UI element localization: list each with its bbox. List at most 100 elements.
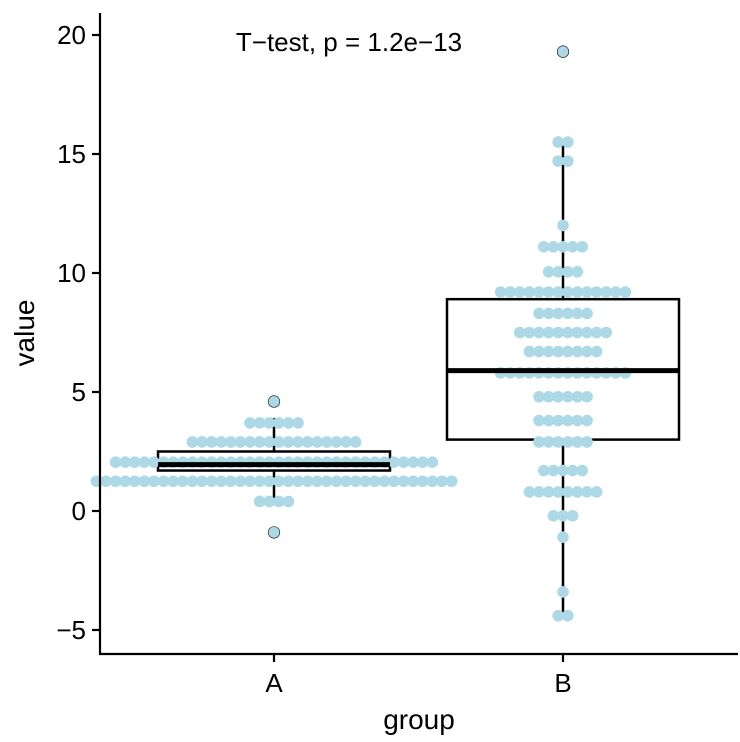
data-dot bbox=[253, 495, 266, 508]
y-tick-label: 0 bbox=[72, 496, 86, 526]
data-dot bbox=[557, 241, 569, 253]
data-dot bbox=[407, 475, 420, 488]
data-dot bbox=[263, 495, 276, 508]
data-dot bbox=[552, 326, 564, 339]
data-dot bbox=[263, 417, 276, 429]
data-dot bbox=[253, 475, 266, 488]
data-dot bbox=[225, 475, 237, 488]
data-dot bbox=[263, 475, 276, 488]
data-dot bbox=[590, 286, 603, 298]
data-dot bbox=[538, 464, 550, 477]
data-dot bbox=[282, 475, 295, 488]
data-dot bbox=[576, 241, 588, 253]
t-test-annotation: T−test, p = 1.2e−13 bbox=[236, 27, 462, 57]
data-dot bbox=[533, 345, 545, 358]
data-dot bbox=[542, 486, 555, 498]
data-dot bbox=[129, 456, 141, 469]
data-dot bbox=[552, 486, 564, 498]
data-dot bbox=[301, 436, 314, 448]
data-dot bbox=[571, 286, 584, 298]
data-dot bbox=[282, 436, 295, 448]
data-dot bbox=[552, 307, 564, 320]
data-dot bbox=[109, 475, 122, 488]
y-tick-label: 20 bbox=[57, 20, 86, 50]
data-dot bbox=[282, 495, 295, 508]
data-dot bbox=[562, 307, 574, 320]
data-dot bbox=[359, 475, 372, 488]
data-dot bbox=[138, 456, 151, 469]
data-dot bbox=[426, 475, 439, 488]
data-dot bbox=[542, 307, 555, 320]
y-tick-label: 5 bbox=[72, 377, 86, 407]
data-dot bbox=[273, 436, 285, 448]
data-dot bbox=[514, 326, 526, 339]
data-dot bbox=[600, 286, 612, 298]
data-dot bbox=[566, 509, 579, 522]
data-dot bbox=[253, 436, 266, 448]
data-dot bbox=[523, 326, 536, 339]
data-dot bbox=[523, 286, 536, 298]
data-dot bbox=[581, 307, 593, 320]
data-dot bbox=[533, 486, 545, 498]
data-dot bbox=[417, 456, 429, 469]
data-dot bbox=[273, 417, 285, 429]
data-dot bbox=[533, 326, 545, 339]
data-dot bbox=[581, 345, 593, 358]
data-dot bbox=[205, 475, 218, 488]
data-dot bbox=[330, 475, 343, 488]
data-dot bbox=[552, 136, 564, 148]
data-dot bbox=[533, 286, 545, 298]
outlier-point-A bbox=[267, 395, 281, 408]
data-dot bbox=[571, 266, 584, 278]
data-dot bbox=[523, 486, 536, 498]
data-dot bbox=[581, 486, 593, 498]
y-tick-label: −5 bbox=[56, 615, 86, 645]
data-dot bbox=[301, 475, 314, 488]
data-dot bbox=[562, 136, 574, 148]
data-dot bbox=[619, 286, 632, 298]
data-dot bbox=[138, 475, 151, 488]
data-dot bbox=[581, 390, 593, 403]
data-dot bbox=[100, 475, 112, 488]
data-dot bbox=[311, 436, 324, 448]
data-dot bbox=[557, 464, 569, 477]
data-dot bbox=[321, 436, 333, 448]
data-dot bbox=[581, 326, 593, 339]
x-tick-label: B bbox=[554, 668, 571, 698]
axes: −5 0 5 10 15 20 A B bbox=[56, 13, 738, 698]
data-dot bbox=[523, 345, 536, 358]
data-dot bbox=[311, 475, 324, 488]
data-dot bbox=[571, 436, 584, 448]
plot-area bbox=[90, 45, 681, 622]
data-dot bbox=[542, 286, 555, 298]
x-tick-label: A bbox=[265, 668, 283, 698]
data-dot bbox=[533, 390, 545, 403]
data-dot bbox=[552, 414, 564, 427]
data-dot bbox=[340, 475, 352, 488]
data-dot bbox=[196, 475, 208, 488]
data-dot bbox=[167, 475, 179, 488]
data-dot bbox=[177, 475, 189, 488]
data-dot bbox=[610, 286, 622, 298]
data-dot bbox=[514, 286, 526, 298]
data-dot bbox=[119, 475, 131, 488]
data-dot bbox=[148, 475, 160, 488]
data-dot bbox=[292, 417, 304, 429]
data-dot bbox=[349, 475, 362, 488]
data-dot bbox=[562, 326, 574, 339]
data-dot bbox=[234, 436, 247, 448]
data-dot bbox=[426, 456, 439, 469]
data-dot bbox=[292, 436, 304, 448]
data-dot bbox=[157, 475, 170, 488]
y-axis-title: value bbox=[9, 300, 40, 367]
data-dot bbox=[562, 390, 574, 403]
data-dot bbox=[552, 390, 564, 403]
data-dot bbox=[566, 464, 579, 477]
data-dot bbox=[282, 417, 295, 429]
data-dot bbox=[388, 456, 400, 469]
data-dot bbox=[552, 609, 564, 622]
data-dot bbox=[215, 436, 227, 448]
data-dot bbox=[225, 436, 237, 448]
data-dot bbox=[205, 436, 218, 448]
